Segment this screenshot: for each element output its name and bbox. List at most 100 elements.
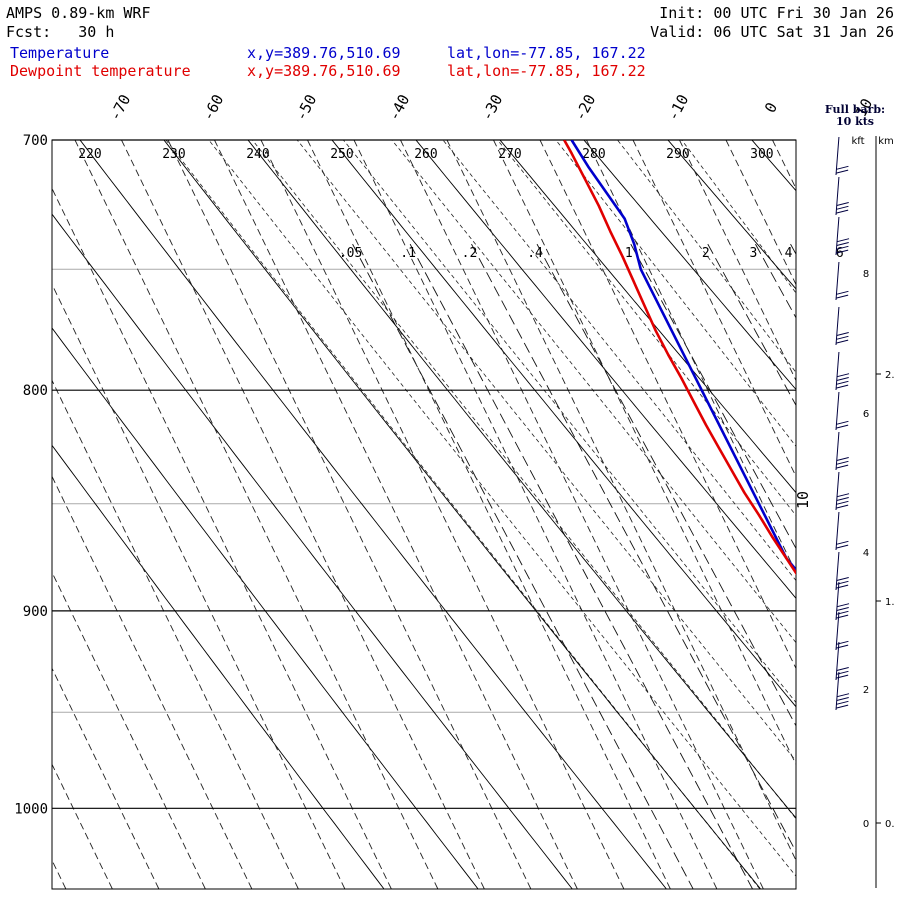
wind-barb-feather: [836, 640, 849, 645]
km-tick-label: 1.: [885, 597, 895, 608]
isotherm-line: [52, 187, 392, 889]
wind-barb-feather: [836, 607, 849, 611]
dry-adiabat-label: 270: [498, 147, 521, 162]
mixing-ratio-line: [536, 243, 796, 727]
wind-barb: [835, 551, 840, 591]
wind-barb-feather: [836, 670, 849, 675]
wind-barb-feather: [836, 335, 849, 340]
temperature-line: [570, 140, 796, 572]
wind-barb-feather: [836, 202, 849, 206]
dry-adiabat-label: 240: [246, 147, 269, 162]
wind-barb: [835, 611, 840, 651]
dewpoint-latlon: lat,lon=-77.85, 167.22: [447, 62, 646, 80]
kft-tick-label: 2: [863, 685, 869, 696]
wind-barb: [835, 471, 840, 511]
wind-barb-feather: [836, 294, 849, 299]
wind-barb-feather: [836, 332, 849, 336]
kft-tick-label: 0: [863, 819, 869, 830]
dry-adiabat-label: 280: [582, 147, 605, 162]
pressure-label-700: 700: [23, 133, 48, 149]
wind-barb-feather: [836, 457, 849, 461]
wind-barb-feather: [836, 377, 849, 381]
dry-adiabat: [79, 140, 667, 889]
moist-adiabat: [497, 140, 796, 517]
isotherm-line: [725, 140, 796, 286]
wind-barb-feather: [836, 464, 849, 469]
dry-adiabat: [52, 444, 385, 889]
wind-barb-feather: [836, 580, 849, 585]
mixing-ratio-label: 1: [625, 246, 633, 261]
moist-adiabat: [208, 140, 796, 877]
isotherm-line: [52, 379, 299, 889]
mixing-ratio-line: [842, 244, 900, 889]
mixing-ratio-line: [471, 243, 796, 853]
mixing-ratio-label: .2: [462, 246, 478, 261]
wind-barb-feather: [836, 209, 849, 214]
wind-barb-feather: [836, 420, 849, 425]
kft-tick-label: 4: [863, 548, 869, 559]
isotherm-line: [539, 140, 796, 670]
km-axis-label: km: [878, 136, 894, 147]
moist-adiabat: [555, 140, 796, 448]
mixing-ratio-label: 3: [750, 246, 758, 261]
mixing-ratio-line: [352, 243, 694, 889]
isotherm-label: 10: [794, 491, 812, 509]
wind-barb-feather: [836, 205, 849, 210]
isotherm-line: [74, 140, 439, 889]
mixing-ratio-line: [630, 243, 796, 550]
wind-barb-feather: [836, 424, 849, 429]
temperature-legend-label: Temperature: [10, 44, 110, 62]
dewpoint-line: [563, 140, 796, 576]
moist-adiabat: [165, 140, 761, 889]
isotherm-line: [866, 140, 900, 889]
wind-barb: [835, 391, 840, 431]
mixing-ratio-line: [409, 243, 753, 889]
dry-adiabat-label: 300: [750, 147, 773, 162]
isotherm-line: [632, 140, 796, 478]
wind-barb-feather: [836, 460, 849, 465]
wind-barb: [835, 431, 840, 471]
isotherm-line: [121, 140, 485, 889]
wind-barb-feather: [836, 384, 849, 389]
wind-barb-feather: [836, 339, 849, 344]
init-time: Init: 00 UTC Fri 30 Jan 26: [659, 4, 894, 22]
wind-barb-feather: [836, 674, 849, 679]
isotherm-line: [446, 140, 796, 862]
isotherm-line: [52, 859, 67, 889]
wind-barb-feather: [836, 169, 849, 174]
isotherm-line: [52, 667, 160, 889]
wind-barb-feather: [836, 644, 849, 649]
mixing-ratio-label: .1: [400, 246, 416, 261]
dry-adiabat-label: 260: [414, 147, 437, 162]
dry-adiabat: [667, 140, 796, 290]
plot-frame: [51, 139, 797, 890]
dry-adiabat-label: 230: [162, 147, 185, 162]
wind-barb-feather: [836, 667, 849, 671]
mixing-ratio-label: 2: [702, 246, 710, 261]
pressure-label-900: 900: [23, 604, 48, 620]
dewpoint-legend-label: Dewpoint temperature: [10, 62, 191, 80]
moist-adiabat: [391, 140, 796, 644]
forecast-hour: Fcst: 30 h: [6, 23, 115, 41]
moist-adiabat: [442, 140, 796, 582]
km-tick-label: 2.: [885, 370, 895, 381]
wind-barb-feather: [836, 700, 849, 705]
wind-barb-feather: [836, 380, 849, 385]
isotherm-line: [167, 140, 532, 889]
valid-time: Valid: 06 UTC Sat 31 Jan 26: [650, 23, 894, 41]
mixing-ratio-label: 4: [785, 246, 793, 261]
wind-barb: [835, 351, 840, 391]
isotherm-label: -50: [292, 91, 321, 123]
wind-barb: [835, 671, 840, 711]
dry-adiabat: [52, 327, 479, 889]
pressure-label-1000: 1000: [14, 801, 48, 817]
dry-adiabat: [247, 140, 796, 819]
barb-legend-line2: 10 kts: [836, 115, 874, 128]
isotherm-line: [586, 140, 796, 574]
dry-adiabat: [583, 140, 796, 391]
wind-barb-feather: [836, 249, 849, 254]
wind-barb: [835, 136, 840, 176]
moist-adiabat: [681, 140, 796, 294]
isotherm-label: 0: [761, 99, 781, 115]
